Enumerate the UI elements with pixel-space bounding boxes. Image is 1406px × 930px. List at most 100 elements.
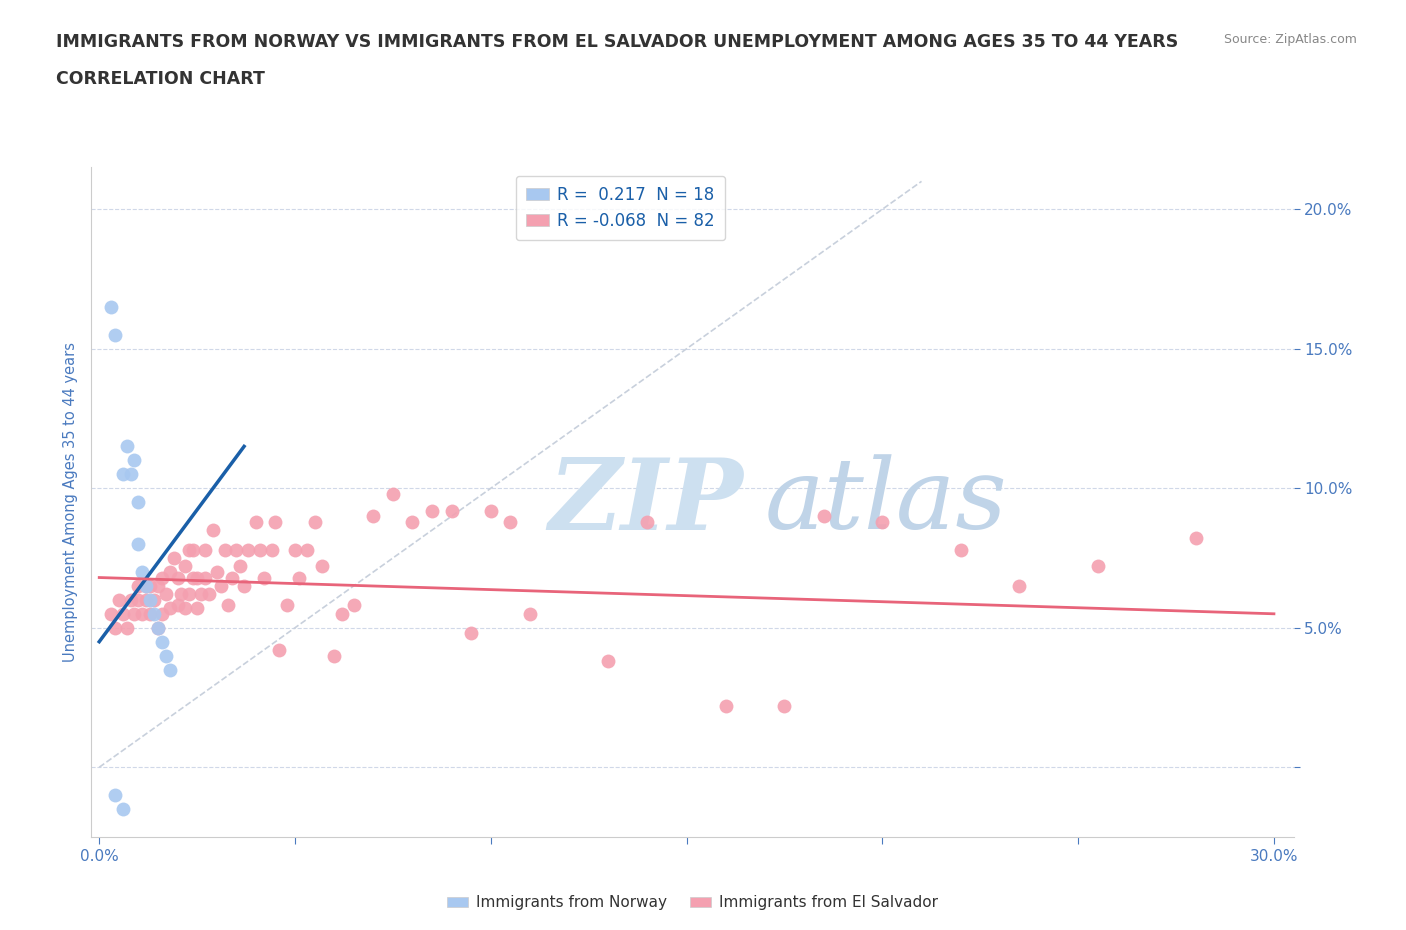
Point: [190, 587, 212, 602]
Point: [146, 620, 169, 635]
Point: [236, 542, 259, 557]
Point: [111, 802, 134, 817]
Point: [479, 503, 502, 518]
Point: [1008, 578, 1031, 593]
Point: [519, 606, 541, 621]
Point: [131, 606, 153, 621]
Point: [598, 654, 620, 669]
Point: [209, 578, 232, 593]
Point: [139, 592, 162, 607]
Point: [131, 565, 153, 579]
Point: [773, 698, 796, 713]
Point: [194, 570, 217, 585]
Point: [499, 514, 522, 529]
Point: [104, 620, 127, 635]
Point: [229, 559, 252, 574]
Point: [170, 587, 193, 602]
Point: [146, 578, 169, 593]
Point: [179, 587, 201, 602]
Text: ZIP: ZIP: [548, 454, 744, 551]
Point: [159, 565, 181, 579]
Point: [381, 486, 404, 501]
Point: [284, 542, 307, 557]
Point: [233, 578, 256, 593]
Point: [111, 467, 134, 482]
Point: [127, 495, 149, 510]
Point: [104, 327, 127, 342]
Point: [1184, 531, 1206, 546]
Point: [107, 592, 129, 607]
Point: [205, 565, 228, 579]
Point: [150, 606, 173, 621]
Point: [181, 570, 204, 585]
Point: [363, 509, 385, 524]
Point: [127, 578, 149, 593]
Point: [217, 598, 239, 613]
Point: [264, 514, 287, 529]
Text: IMMIGRANTS FROM NORWAY VS IMMIGRANTS FROM EL SALVADOR UNEMPLOYMENT AMONG AGES 35: IMMIGRANTS FROM NORWAY VS IMMIGRANTS FRO…: [56, 33, 1178, 50]
Legend: Immigrants from Norway, Immigrants from El Salvador: Immigrants from Norway, Immigrants from …: [441, 889, 943, 916]
Point: [460, 626, 482, 641]
Point: [179, 542, 201, 557]
Point: [186, 601, 208, 616]
Point: [343, 598, 366, 613]
Point: [135, 578, 157, 593]
Point: [420, 503, 443, 518]
Point: [288, 570, 311, 585]
Point: [198, 587, 221, 602]
Point: [166, 570, 188, 585]
Point: [1087, 559, 1109, 574]
Point: [221, 570, 243, 585]
Point: [330, 606, 353, 621]
Point: [304, 514, 326, 529]
Point: [186, 570, 208, 585]
Point: [139, 606, 162, 621]
Point: [166, 598, 188, 613]
Point: [401, 514, 423, 529]
Point: [311, 559, 333, 574]
Point: [159, 662, 181, 677]
Point: [253, 570, 276, 585]
Text: atlas: atlas: [765, 455, 1007, 550]
Point: [813, 509, 835, 524]
Point: [104, 788, 127, 803]
Point: [714, 698, 737, 713]
Point: [194, 542, 217, 557]
Text: Source: ZipAtlas.com: Source: ZipAtlas.com: [1223, 33, 1357, 46]
Point: [135, 592, 157, 607]
Point: [139, 578, 162, 593]
Point: [872, 514, 894, 529]
Point: [124, 606, 146, 621]
Point: [440, 503, 463, 518]
Point: [245, 514, 267, 529]
Text: CORRELATION CHART: CORRELATION CHART: [56, 70, 266, 87]
Point: [214, 542, 236, 557]
Point: [150, 634, 173, 649]
Point: [159, 601, 181, 616]
Point: [276, 598, 298, 613]
Point: [120, 467, 142, 482]
Point: [111, 606, 134, 621]
Point: [115, 439, 138, 454]
Point: [181, 542, 204, 557]
Point: [135, 578, 157, 593]
Point: [143, 606, 166, 621]
Point: [124, 453, 146, 468]
Point: [146, 620, 169, 635]
Point: [120, 592, 142, 607]
Point: [155, 648, 177, 663]
Point: [150, 570, 173, 585]
Point: [155, 587, 177, 602]
Point: [636, 514, 658, 529]
Point: [127, 592, 149, 607]
Point: [949, 542, 972, 557]
Point: [174, 559, 197, 574]
Point: [323, 648, 346, 663]
Point: [269, 643, 291, 658]
Point: [127, 537, 149, 551]
Point: [115, 620, 138, 635]
Point: [162, 551, 184, 565]
Point: [249, 542, 271, 557]
Point: [201, 523, 224, 538]
Y-axis label: Unemployment Among Ages 35 to 44 years: Unemployment Among Ages 35 to 44 years: [63, 342, 79, 662]
